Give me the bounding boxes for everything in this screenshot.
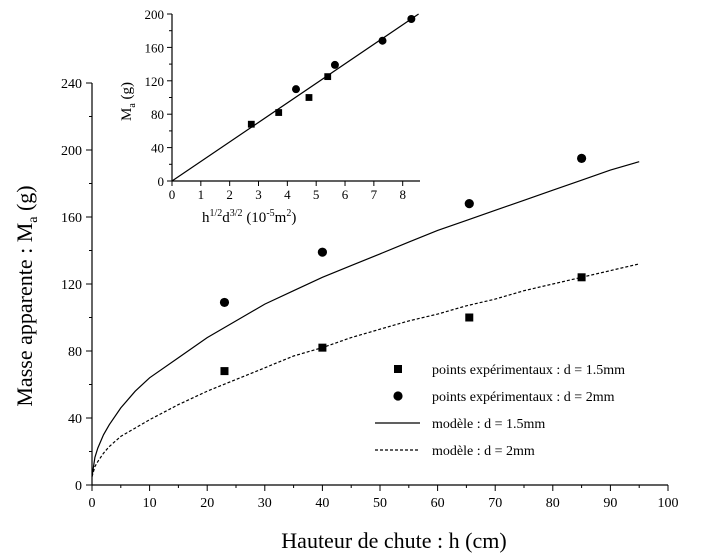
- inset-y-title-tail: (g): [119, 82, 135, 103]
- inset-x-title-d: d: [222, 210, 230, 226]
- inset-x-title-unit: (10: [243, 210, 267, 226]
- main-plot: 0 10 20 30 40 50 60 70 80 90 10004080120160200240H…: [12, 77, 679, 553]
- legend-label: points expérimentaux : d = 2mm: [432, 390, 615, 405]
- y-tick-label: 240: [61, 77, 82, 92]
- inset-x-title-sup1: 1/2: [210, 208, 223, 219]
- x-tick-label: 90: [603, 496, 617, 511]
- legend-label: points expérimentaux : d = 1.5mm: [432, 363, 625, 378]
- x-tick-label: 60: [431, 496, 445, 511]
- y-tick-label: 40: [68, 412, 82, 427]
- inset-y-title-sub: a: [127, 103, 138, 108]
- inset-circle-point: [330, 60, 339, 69]
- main-square-point: [577, 273, 586, 282]
- main-circle-point: [464, 199, 474, 209]
- legend-label: modèle : d = 2mm: [432, 444, 535, 459]
- legend-square-marker: [394, 365, 402, 373]
- legend: points expérimentaux : d = 1.5mm points e…: [375, 363, 625, 459]
- inset-x-title-m: m: [275, 210, 287, 226]
- inset-x-title-sup2: 3/2: [230, 208, 243, 219]
- inset-background: [132, 4, 432, 230]
- inset-line-series-2: [171, 13, 419, 182]
- inset-x-tick-label: 7: [371, 187, 378, 202]
- y-axis-title-tail: (g): [12, 185, 37, 216]
- x-tick-label: 20: [200, 496, 214, 511]
- x-tick-label: 40: [315, 496, 329, 511]
- y-axis-title-sub: a: [26, 216, 41, 223]
- inset-x-tick-label: 3: [255, 187, 262, 202]
- y-tick-label: 160: [61, 211, 82, 226]
- inset-x-title-sup4: 2: [286, 208, 291, 219]
- inset-y-tick-label: 80: [151, 107, 164, 122]
- main-square-point: [220, 367, 229, 376]
- inset-square-point: [247, 120, 255, 128]
- x-axis-title: Hauteur de chute : h (cm): [281, 528, 506, 553]
- inset-square-point: [275, 109, 283, 116]
- x-tick-label: 10: [143, 496, 157, 511]
- inset-square-point: [324, 73, 332, 81]
- main-circle-point: [577, 153, 587, 163]
- main-circle-point: [317, 247, 327, 257]
- inset-circle-point: [407, 15, 416, 24]
- x-tick-label: 50: [373, 496, 387, 511]
- inset-x-title-h: h: [202, 210, 210, 226]
- inset-y-tick-label: 200: [145, 7, 165, 22]
- main-square-point: [318, 343, 327, 352]
- y-tick-label: 200: [61, 144, 82, 159]
- inset-x-title-sup3: -5: [266, 208, 274, 219]
- y-axis-title: Masse apparente : Ma (g): [12, 185, 41, 406]
- inset-x-tick-label: 0: [169, 187, 176, 202]
- inset-x-title-close: ): [291, 210, 296, 226]
- inset-x-tick-label: 6: [342, 187, 349, 202]
- y-tick-label: 80: [68, 345, 82, 360]
- inset-x-tick-label: 4: [284, 187, 291, 202]
- inset-y-tick-label: 160: [145, 40, 165, 55]
- main-circle-point: [219, 297, 230, 308]
- inset-y-tick-label: 40: [151, 141, 164, 156]
- x-tick-label: 0: [89, 496, 96, 511]
- main-line-series-3: [91, 263, 640, 477]
- x-tick-label: 70: [488, 496, 502, 511]
- inset-x-tick-label: 1: [198, 187, 205, 202]
- inset-x-tick-label: 2: [226, 187, 233, 202]
- inset-x-tick-label: 5: [313, 187, 320, 202]
- main-line-series-2: [91, 161, 640, 477]
- y-tick-label: 0: [75, 479, 82, 494]
- inset-y-tick-label: 120: [145, 74, 165, 89]
- y-tick-label: 120: [61, 278, 82, 293]
- x-tick-label: 100: [658, 496, 679, 511]
- legend-label: modèle : d = 1.5mm: [432, 417, 545, 432]
- inset-square-point: [305, 94, 313, 101]
- inset-x-axis-title: h1/2d3/2 (10-5m2): [202, 208, 296, 226]
- y-axis-title-main: Masse apparente : M: [12, 223, 37, 407]
- inset-y-axis-title: Ma (g): [119, 82, 138, 121]
- x-tick-label: 80: [546, 496, 560, 511]
- inset-y-tick-label: 0: [158, 174, 165, 189]
- main-square-point: [465, 313, 474, 322]
- legend-circle-marker: [393, 391, 403, 401]
- x-tick-label: 30: [258, 496, 272, 511]
- inset-circle-point: [378, 36, 387, 45]
- inset-circle-point: [292, 85, 300, 94]
- inset-x-tick-label: 8: [399, 187, 406, 202]
- inset-y-title-main: M: [119, 108, 135, 121]
